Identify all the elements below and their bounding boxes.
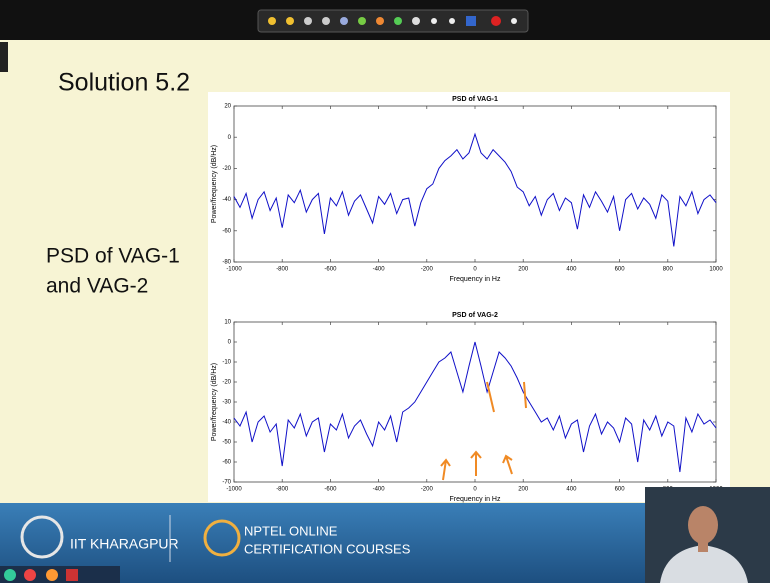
slide-title: Solution 5.2 <box>58 69 190 97</box>
y-tick-label: -20 <box>222 380 231 386</box>
psd-line <box>233 132 717 247</box>
presenter <box>660 506 748 583</box>
y-tick-label: 20 <box>224 104 231 110</box>
iit-logo <box>20 515 64 559</box>
x-tick-label: 400 <box>566 267 577 273</box>
y-axis-label: Power/frequency (dB/Hz) <box>211 145 218 223</box>
slide-caption: PSD of VAG-1 <box>46 245 180 268</box>
pen-toolbar[interactable] <box>257 9 529 33</box>
x-tick-label: 1000 <box>709 267 723 273</box>
taskbar <box>0 566 120 583</box>
y-tick-label: 10 <box>224 320 231 326</box>
x-tick-label: -1000 <box>226 487 242 493</box>
y-axis-label: Power/frequency (dB/Hz) <box>211 363 218 441</box>
y-tick-label: -60 <box>222 228 231 234</box>
nptel-logo <box>203 519 241 557</box>
x-axis-label: Frequency in Hz <box>450 276 501 283</box>
footer-institute: IIT KHARAGPUR <box>70 536 179 552</box>
x-tick-label: 0 <box>473 267 477 273</box>
x-tick-label: -600 <box>324 267 337 273</box>
x-tick-label: -200 <box>421 267 434 273</box>
x-tick-label: -400 <box>373 487 386 493</box>
left-edge-handle <box>0 42 8 72</box>
x-tick-label: 800 <box>663 267 674 273</box>
y-tick-label: 0 <box>228 340 232 346</box>
y-tick-label: -10 <box>222 360 231 366</box>
x-tick-label: -400 <box>373 267 386 273</box>
y-tick-label: 0 <box>228 135 232 141</box>
x-tick-label: 600 <box>615 267 626 273</box>
annotation-arrows <box>440 381 527 481</box>
x-axis-label: Frequency in Hz <box>450 496 501 503</box>
y-tick-label: -60 <box>222 460 231 466</box>
y-tick-label: -40 <box>222 197 231 203</box>
x-tick-label: 400 <box>566 487 577 493</box>
psd-line <box>233 341 717 473</box>
footer-program: NPTEL ONLINE <box>244 523 338 538</box>
y-tick-label: -70 <box>222 480 231 486</box>
y-tick-label: -20 <box>222 166 231 172</box>
x-tick-label: 600 <box>615 487 626 493</box>
footer-bar <box>0 503 770 583</box>
chart-title: PSD of VAG-1 <box>452 96 498 103</box>
taskbar-icons <box>4 569 78 581</box>
y-tick-label: -40 <box>222 420 231 426</box>
x-tick-label: 200 <box>518 487 529 493</box>
y-tick-label: -30 <box>222 400 231 406</box>
x-tick-label: 200 <box>518 267 529 273</box>
x-tick-label: -800 <box>276 267 289 273</box>
plot-area <box>233 105 717 263</box>
charts: PSD of VAG-1 Frequency in Hz Power/frequen… <box>211 96 723 503</box>
x-tick-label: -1000 <box>226 267 242 273</box>
chart-title: PSD of VAG-2 <box>452 312 498 319</box>
x-tick-label: -600 <box>324 487 337 493</box>
x-tick-label: -800 <box>276 487 289 493</box>
slide-caption: and VAG-2 <box>46 275 148 298</box>
footer-program: CERTIFICATION COURSES <box>244 541 411 556</box>
x-tick-label: -200 <box>421 487 434 493</box>
y-tick-label: -80 <box>222 260 231 266</box>
x-tick-label: 0 <box>473 487 477 493</box>
toolbar-icons <box>268 16 517 26</box>
y-tick-label: -50 <box>222 440 231 446</box>
